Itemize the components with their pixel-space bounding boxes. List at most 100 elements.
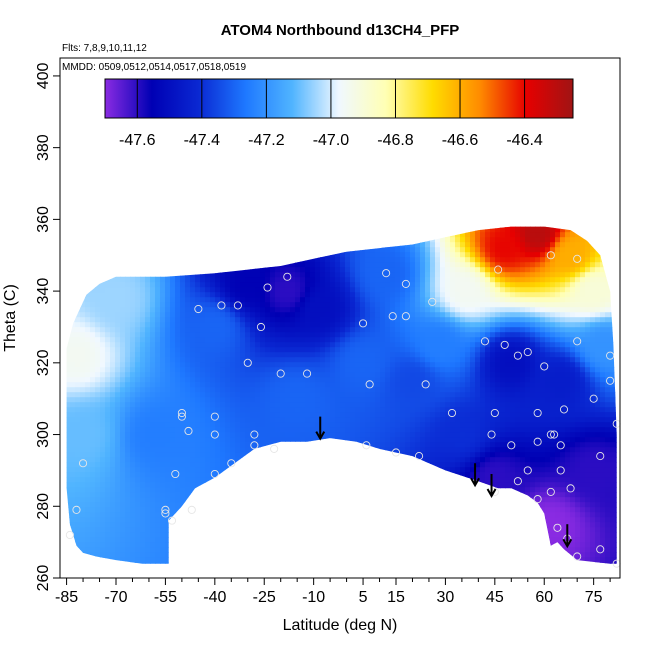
heatmap-cell <box>260 262 266 268</box>
heatmap-cell <box>185 267 191 273</box>
heatmap-cell <box>350 517 356 523</box>
heatmap-cell <box>265 342 271 348</box>
heatmap-cell <box>80 307 86 313</box>
heatmap-cell <box>335 452 341 458</box>
heatmap-cell <box>180 362 186 368</box>
heatmap-cell <box>195 347 201 353</box>
heatmap-cell <box>105 262 111 268</box>
heatmap-cell <box>270 567 276 573</box>
heatmap-cell <box>380 242 386 248</box>
heatmap-cell <box>170 452 176 458</box>
heatmap-cell <box>320 372 326 378</box>
heatmap-cell <box>320 527 326 533</box>
heatmap-cell <box>165 372 171 378</box>
heatmap-cell <box>140 522 146 528</box>
heatmap-cell <box>355 437 361 443</box>
heatmap-cell <box>385 342 391 348</box>
heatmap-cell <box>180 482 186 488</box>
heatmap-cell <box>275 437 281 443</box>
heatmap-cell <box>120 437 126 443</box>
heatmap-cell <box>395 322 401 328</box>
heatmap-cell <box>205 392 211 398</box>
heatmap-cell <box>135 417 141 423</box>
heatmap-cell <box>235 292 241 298</box>
heatmap-cell <box>120 262 126 268</box>
heatmap-cell <box>220 227 226 233</box>
heatmap-cell <box>210 372 216 378</box>
heatmap-cell <box>255 462 261 468</box>
heatmap-cell <box>105 227 111 233</box>
heatmap-cell <box>325 377 331 383</box>
heatmap-cell <box>100 532 106 538</box>
heatmap-cell <box>345 297 351 303</box>
heatmap-cell <box>285 552 291 558</box>
heatmap-cell <box>115 557 121 563</box>
heatmap-cell <box>370 497 376 503</box>
heatmap-cell <box>190 437 196 443</box>
heatmap-cell <box>315 232 321 238</box>
heatmap-cell <box>350 437 356 443</box>
heatmap-cell <box>340 287 346 293</box>
heatmap-cell <box>240 327 246 333</box>
heatmap-cell <box>295 457 301 463</box>
heatmap-cell <box>350 412 356 418</box>
heatmap-cell <box>235 302 241 308</box>
heatmap-cell <box>335 372 341 378</box>
heatmap-cell <box>165 462 171 468</box>
heatmap-cell <box>185 447 191 453</box>
heatmap-cell <box>220 562 226 564</box>
heatmap-cell <box>180 537 186 543</box>
heatmap-cell <box>290 472 296 478</box>
heatmap-cell <box>375 262 381 268</box>
heatmap-cell <box>355 442 361 448</box>
heatmap-cell <box>225 212 231 218</box>
heatmap-cell <box>165 337 171 343</box>
heatmap-cell <box>190 407 196 413</box>
heatmap-cell <box>170 407 176 413</box>
heatmap-cell <box>340 527 346 533</box>
heatmap-cell <box>190 562 196 564</box>
heatmap-cell <box>285 532 291 538</box>
heatmap-cell <box>395 337 401 343</box>
heatmap-cell <box>355 517 361 523</box>
heatmap-cell <box>110 242 116 248</box>
heatmap-cell <box>360 252 366 258</box>
heatmap-cell <box>75 547 81 553</box>
heatmap-cell <box>300 337 306 343</box>
heatmap-cell <box>195 542 201 548</box>
heatmap-cell <box>310 467 316 473</box>
heatmap-cell <box>395 357 401 363</box>
heatmap-cell <box>75 252 81 258</box>
heatmap-cell <box>185 287 191 293</box>
heatmap-cell <box>230 387 236 393</box>
heatmap-cell <box>165 212 171 218</box>
heatmap-cell <box>335 527 341 533</box>
heatmap-cell <box>160 477 166 483</box>
heatmap-cell <box>215 452 221 458</box>
heatmap-cell <box>265 547 271 553</box>
heatmap-cell <box>380 527 386 533</box>
heatmap-cell <box>370 377 376 383</box>
heatmap-cell <box>335 342 341 348</box>
heatmap-cell <box>340 327 346 333</box>
heatmap-cell <box>275 457 281 463</box>
heatmap-cell <box>330 412 336 418</box>
heatmap-cell <box>325 552 331 558</box>
heatmap-cell <box>365 442 371 448</box>
heatmap-cell <box>135 226 141 228</box>
heatmap-cell <box>210 562 216 564</box>
heatmap-cell <box>350 487 356 493</box>
heatmap-cell <box>375 292 381 298</box>
heatmap-cell <box>175 422 181 428</box>
heatmap-cell <box>220 552 226 558</box>
heatmap-cell <box>210 397 216 403</box>
heatmap-cell <box>225 272 231 278</box>
heatmap-cell <box>110 432 116 438</box>
heatmap-cell <box>95 517 101 523</box>
heatmap-cell <box>320 552 326 558</box>
heatmap-cell <box>330 312 336 318</box>
heatmap-cell <box>145 352 151 358</box>
heatmap-cell <box>80 537 86 543</box>
heatmap-cell <box>335 392 341 398</box>
heatmap-cell <box>295 417 301 423</box>
